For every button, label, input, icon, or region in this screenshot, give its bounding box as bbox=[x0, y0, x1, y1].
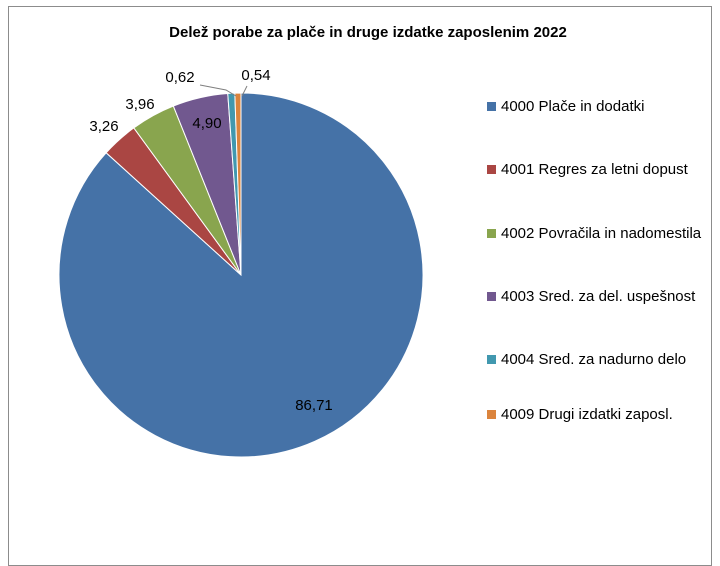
legend-label: 4001 Regres za letni dopust bbox=[501, 161, 688, 178]
legend-swatch bbox=[487, 165, 496, 174]
legend-item: 4009 Drugi izdatki zaposl. bbox=[487, 404, 711, 426]
data-label: 0,62 bbox=[165, 69, 194, 86]
legend-swatch bbox=[487, 229, 496, 238]
data-label: 4,90 bbox=[192, 115, 221, 132]
leader-line bbox=[199, 84, 237, 97]
pie-slice bbox=[234, 92, 242, 276]
legend-item: 4004 Sred. za nadurno delo bbox=[487, 349, 711, 371]
legend-swatch bbox=[487, 292, 496, 301]
data-label: 3,96 bbox=[125, 96, 154, 113]
legend-label: 4003 Sred. za del. uspešnost bbox=[501, 288, 696, 305]
pie-chart: 86,71 3,26 3,96 4,90 0,62 0,54 bbox=[58, 67, 424, 458]
leader-line bbox=[241, 85, 248, 97]
data-label: 86,71 bbox=[295, 397, 333, 414]
legend-label: 4002 Povračila in nadomestila bbox=[501, 225, 702, 242]
legend-label: 4004 Sred. za nadurno delo bbox=[501, 351, 687, 368]
legend-label: 4000 Plače in dodatki bbox=[501, 98, 645, 115]
data-label: 3,26 bbox=[89, 118, 118, 135]
legend-swatch bbox=[487, 102, 496, 111]
legend-swatch bbox=[487, 410, 496, 419]
pie-slice bbox=[58, 92, 424, 458]
legend-swatch bbox=[487, 355, 496, 364]
data-label: 0,54 bbox=[241, 67, 270, 84]
legend-item: 4001 Regres za letni dopust bbox=[487, 159, 711, 181]
legend-label: 4009 Drugi izdatki zaposl. bbox=[501, 406, 673, 423]
legend-item: 4000 Plače in dodatki bbox=[487, 96, 711, 118]
legend-item: 4002 Povračila in nadomestila bbox=[487, 223, 711, 245]
legend-item: 4003 Sred. za del. uspešnost bbox=[487, 286, 711, 308]
chart-title: Delež porabe za plače in druge izdatke z… bbox=[169, 24, 567, 41]
